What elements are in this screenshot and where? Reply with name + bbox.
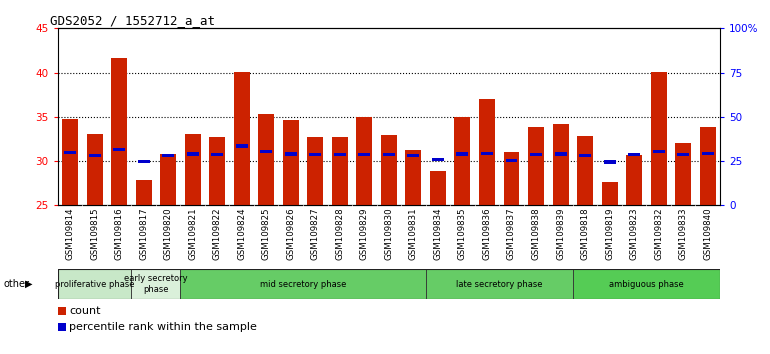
Text: count: count <box>69 306 101 316</box>
Text: GSM109832: GSM109832 <box>654 207 663 260</box>
Bar <box>160 154 176 205</box>
Bar <box>504 152 520 205</box>
Bar <box>432 158 444 161</box>
Text: ambiguous phase: ambiguous phase <box>609 280 684 289</box>
Text: GSM109836: GSM109836 <box>483 207 491 260</box>
Bar <box>626 155 642 205</box>
Text: GSM109834: GSM109834 <box>434 207 443 260</box>
Text: GSM109820: GSM109820 <box>163 207 172 260</box>
Bar <box>405 149 421 205</box>
Bar <box>381 135 397 205</box>
Bar <box>285 153 296 155</box>
Text: GSM109821: GSM109821 <box>188 207 197 260</box>
Bar <box>138 160 149 162</box>
Bar <box>162 154 174 157</box>
Bar <box>111 57 127 205</box>
Bar <box>180 269 426 299</box>
Bar <box>553 124 568 205</box>
Text: GSM109830: GSM109830 <box>384 207 393 260</box>
Bar <box>554 153 567 155</box>
Bar <box>332 137 348 205</box>
Bar <box>505 159 517 162</box>
Text: GSM109815: GSM109815 <box>90 207 99 260</box>
Text: GDS2052 / 1552712_a_at: GDS2052 / 1552712_a_at <box>50 14 215 27</box>
Bar <box>307 137 323 205</box>
Bar <box>383 153 395 156</box>
Bar <box>334 153 346 156</box>
Text: GSM109814: GSM109814 <box>65 207 75 260</box>
Bar <box>481 152 493 155</box>
Bar <box>577 136 593 205</box>
Bar <box>528 127 544 205</box>
Bar <box>651 72 667 205</box>
Bar <box>601 182 618 205</box>
Bar <box>407 154 420 157</box>
Bar <box>701 152 714 155</box>
Bar <box>186 153 199 155</box>
Bar <box>579 154 591 157</box>
Bar <box>457 153 468 155</box>
Bar <box>185 133 201 205</box>
Text: GSM109838: GSM109838 <box>531 207 541 260</box>
Bar <box>479 99 495 205</box>
Bar <box>236 144 248 148</box>
Bar <box>310 153 321 156</box>
Bar <box>454 117 470 205</box>
Bar <box>132 269 180 299</box>
Bar <box>604 160 615 164</box>
Bar <box>358 153 370 156</box>
Text: other: other <box>4 279 30 289</box>
Text: GSM109835: GSM109835 <box>458 207 467 260</box>
Text: GSM109818: GSM109818 <box>581 207 590 260</box>
Bar <box>58 269 132 299</box>
Text: GSM109823: GSM109823 <box>630 207 638 260</box>
Bar <box>64 151 76 154</box>
Bar <box>89 154 101 157</box>
Text: GSM109833: GSM109833 <box>678 207 688 260</box>
Text: mid secretory phase: mid secretory phase <box>259 280 346 289</box>
Bar <box>62 119 78 205</box>
Bar <box>209 137 225 205</box>
Bar <box>283 120 299 205</box>
Bar <box>211 153 223 156</box>
Bar <box>113 148 125 151</box>
Text: GSM109822: GSM109822 <box>213 207 222 260</box>
Text: GSM109831: GSM109831 <box>409 207 418 260</box>
Bar <box>136 180 152 205</box>
Text: late secretory phase: late secretory phase <box>456 280 543 289</box>
Text: proliferative phase: proliferative phase <box>55 280 134 289</box>
Text: ▶: ▶ <box>25 279 33 289</box>
Text: percentile rank within the sample: percentile rank within the sample <box>69 322 257 332</box>
Text: GSM109825: GSM109825 <box>262 207 271 260</box>
Text: GSM109824: GSM109824 <box>237 207 246 260</box>
Text: GSM109817: GSM109817 <box>139 207 148 260</box>
Text: GSM109816: GSM109816 <box>115 207 123 260</box>
Bar <box>258 114 274 205</box>
Bar <box>430 171 446 205</box>
Text: GSM109828: GSM109828 <box>335 207 344 260</box>
Text: early secretory
phase: early secretory phase <box>124 274 188 294</box>
Text: GSM109837: GSM109837 <box>507 207 516 260</box>
Bar <box>653 150 665 153</box>
Bar <box>628 153 640 156</box>
Bar <box>86 133 102 205</box>
Text: GSM109826: GSM109826 <box>286 207 295 260</box>
Bar <box>357 117 373 205</box>
Bar <box>700 127 715 205</box>
Bar <box>530 153 542 156</box>
Text: GSM109840: GSM109840 <box>703 207 712 260</box>
Bar <box>675 143 691 205</box>
Bar <box>260 150 273 153</box>
Text: GSM109839: GSM109839 <box>556 207 565 260</box>
Text: GSM109819: GSM109819 <box>605 207 614 260</box>
Bar <box>426 269 573 299</box>
Bar <box>234 72 249 205</box>
Text: GSM109827: GSM109827 <box>311 207 320 260</box>
Text: GSM109829: GSM109829 <box>360 207 369 260</box>
Bar <box>677 153 689 156</box>
Bar <box>573 269 720 299</box>
